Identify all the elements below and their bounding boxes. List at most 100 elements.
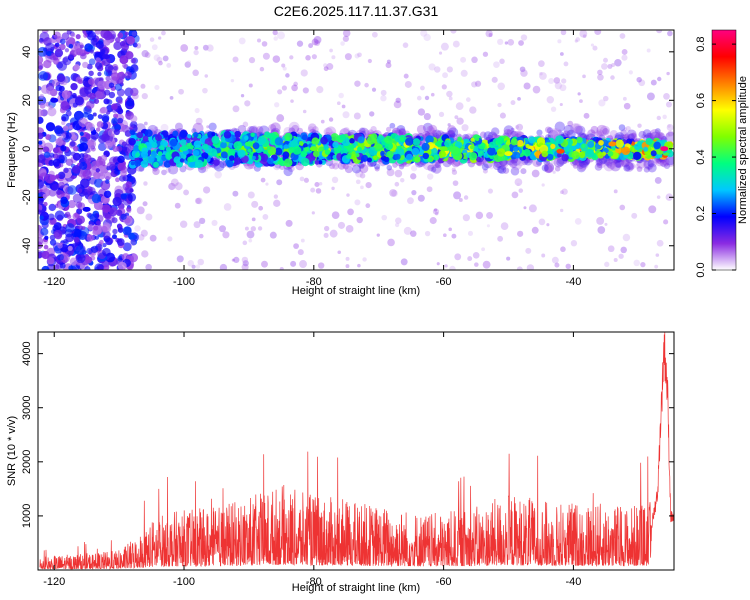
heatmap-blob [511, 191, 519, 199]
heatmap-blob [273, 199, 281, 207]
heatmap-blob [380, 95, 387, 102]
heatmap-blob [128, 137, 136, 146]
heatmap-blob [636, 159, 646, 169]
heatmap-blob [259, 66, 265, 72]
heatmap-blob [349, 144, 355, 150]
heatmap-blob [544, 163, 555, 174]
heatmap-blob [89, 92, 96, 100]
heatmap-blob [299, 176, 305, 182]
heatmap-blob [451, 233, 457, 239]
heatmap-blob [570, 240, 578, 247]
heatmap-blob [662, 114, 667, 120]
heatmap-blob [380, 89, 387, 96]
heatmap-blob [100, 49, 106, 55]
heatmap-blob [624, 133, 630, 139]
heatmap-blob [77, 79, 83, 85]
heatmap-blob [38, 145, 43, 155]
heatmap-blob [471, 81, 478, 88]
heatmap-blob [145, 213, 153, 221]
heatmap-blob [94, 235, 100, 240]
heatmap-blob [158, 36, 162, 40]
heatmap-blob [175, 122, 183, 131]
heatmap-blob [226, 159, 234, 168]
heatmap-blob [117, 155, 125, 164]
heatmap-blob [165, 167, 171, 173]
heatmap-blob [496, 136, 505, 145]
heatmap-blob [396, 125, 406, 134]
heatmap-blob [371, 87, 377, 92]
heatmap-blob [176, 255, 184, 263]
heatmap-blob [38, 65, 43, 70]
heatmap-blob [69, 257, 78, 266]
heatmap-blob [127, 193, 137, 202]
heatmap-blob [455, 102, 464, 111]
spectrogram-y-axis-title: Frequency (Hz) [6, 112, 18, 188]
heatmap-blob [111, 72, 120, 81]
heatmap-blob [57, 181, 65, 189]
heatmap-blob [180, 44, 189, 52]
heatmap-blob [302, 143, 308, 148]
heatmap-blob [448, 227, 452, 232]
y-tick-label: 0 [21, 146, 33, 152]
heatmap-blob [359, 164, 369, 174]
heatmap-blob [274, 137, 284, 146]
heatmap-blob [431, 163, 442, 174]
heatmap-peak [50, 97, 59, 103]
heatmap-blob [640, 261, 646, 268]
heatmap-blob [237, 149, 246, 158]
heatmap-blob [427, 173, 434, 180]
heatmap-blob [87, 224, 94, 231]
snr-y-axis-title: SNR (10 * v/v) [6, 416, 18, 486]
heatmap-blob [137, 234, 145, 241]
heatmap-blob [606, 161, 613, 168]
heatmap-blob [579, 30, 588, 38]
heatmap-blob [520, 168, 527, 175]
heatmap-blob [104, 140, 113, 149]
heatmap-blob [318, 160, 323, 165]
heatmap-blob [260, 177, 266, 183]
heatmap-blob [103, 171, 112, 180]
heatmap-blob [454, 253, 462, 261]
heatmap-blob [479, 131, 487, 139]
heatmap-blob [485, 30, 493, 38]
heatmap-blob [647, 132, 654, 140]
heatmap-blob [323, 66, 329, 72]
heatmap-blob [108, 207, 118, 216]
heatmap-blob [518, 40, 524, 46]
heatmap-blob [488, 141, 496, 149]
heatmap-blob [577, 160, 588, 171]
heatmap-blob [323, 127, 333, 137]
heatmap-blob [60, 101, 70, 111]
heatmap-blob [637, 123, 642, 128]
heatmap-blob [667, 130, 674, 137]
heatmap-blob [420, 30, 428, 37]
heatmap-blob [447, 157, 455, 165]
heatmap-blob [446, 66, 453, 73]
heatmap-blob [496, 148, 506, 157]
heatmap-blob [166, 62, 172, 68]
heatmap-blob [329, 163, 335, 170]
heatmap-blob [517, 230, 524, 237]
heatmap-blob [320, 119, 325, 124]
heatmap-blob [121, 141, 128, 147]
heatmap-blob [202, 87, 208, 94]
heatmap-blob [663, 93, 670, 100]
heatmap-blob [643, 166, 650, 173]
heatmap-blob [389, 122, 396, 129]
heatmap-blob [292, 146, 302, 155]
heatmap-blob [248, 57, 256, 64]
heatmap-blob [55, 46, 61, 53]
x-tick-label: -40 [565, 276, 581, 288]
heatmap-blob [554, 262, 560, 268]
heatmap-blob [621, 146, 631, 156]
heatmap-blob [130, 115, 138, 123]
heatmap-blob [444, 264, 448, 268]
heatmap-blob [541, 183, 545, 187]
heatmap-blob [231, 258, 235, 262]
heatmap-blob [293, 243, 299, 249]
heatmap-blob [169, 96, 174, 100]
heatmap-blob [273, 36, 278, 41]
heatmap-blob [38, 209, 42, 215]
heatmap-blob [269, 231, 277, 239]
heatmap-blob [83, 33, 88, 38]
